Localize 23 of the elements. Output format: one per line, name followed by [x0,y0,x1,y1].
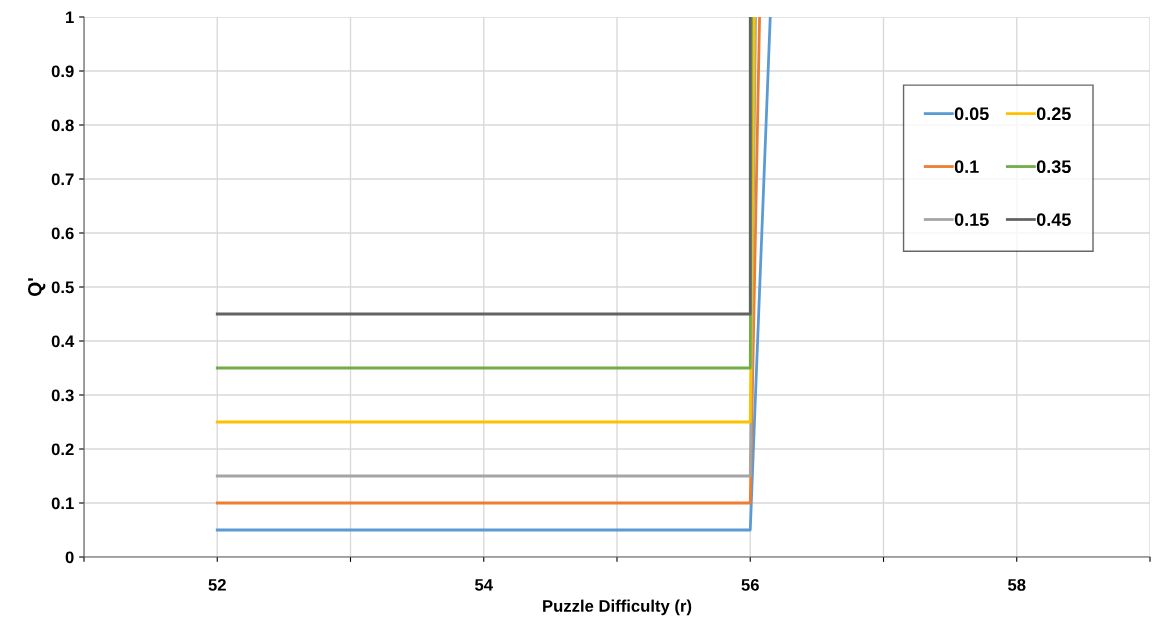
x-tick-label: 54 [474,579,493,591]
y-tick-label: 0.7 [51,173,74,186]
y-tick-label: 0.5 [51,281,74,294]
y-tick-label: 0.9 [51,65,74,78]
legend-label: 0.35 [1036,160,1071,174]
x-tick-label: 58 [1007,578,1026,591]
y-tick-label: 1 [66,11,74,24]
x-axis-title: Puzzle Difficulty (r) [543,599,692,616]
legend-label: 0.15 [954,213,989,226]
y-tick-label: 0 [65,551,74,564]
legend-label: 0.05 [954,107,989,121]
y-tick-label: 0.4 [51,335,75,348]
legend-label: 0.1 [954,160,979,174]
legend-label: 0.25 [1036,107,1071,121]
y-tick-label: 0.2 [51,443,74,456]
x-tick-label: 56 [741,578,759,591]
x-tick-label: 52 [208,578,226,591]
y-tick-label: 0.3 [51,389,74,402]
legend-label: 0.45 [1036,213,1071,226]
y-tick-label: 0.6 [51,227,74,240]
y-tick-label: 0.1 [51,497,74,510]
y-tick-label: 0.8 [51,119,74,132]
y-axis-title: Q' [27,278,46,297]
